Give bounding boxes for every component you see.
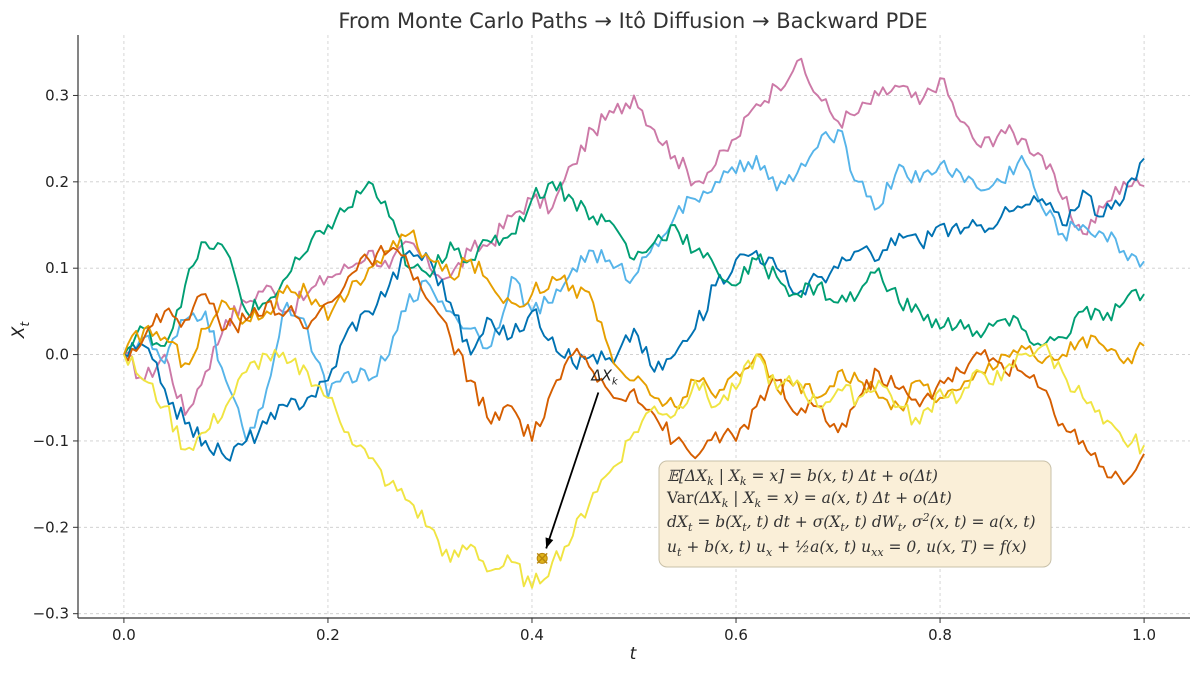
formula-line-2: Var(ΔXk | Xk = x) = a(x, t) Δt + o(Δt) <box>666 489 952 510</box>
formula-box: 𝔼[ΔXk | Xk = x] = b(x, t) Δt + o(Δt) Var… <box>658 460 1052 568</box>
x-axis-label: t <box>630 644 638 664</box>
series-line-6 <box>123 342 1145 589</box>
x-tick-label-5: 1.0 <box>1132 626 1156 644</box>
series-line-1 <box>123 129 1145 442</box>
x-tick-label-0: 0.0 <box>112 626 136 644</box>
series-line-2 <box>123 157 1145 462</box>
annotation-label: ΔXk <box>590 366 619 387</box>
series-layer <box>123 57 1145 589</box>
x-tick-label-2: 0.4 <box>520 626 544 644</box>
annotation-arrow-line <box>545 392 600 549</box>
y-tick-label-4: 0.1 <box>45 259 69 277</box>
series-line-5 <box>123 244 1145 486</box>
ticks: 0.0 0.2 0.4 0.6 0.8 1.0 −0.3 −0.2 −0.1 0.0 0.1 0.2 0… <box>33 86 1156 644</box>
chart-title: From Monte Carlo Paths → Itô Diffusion →… <box>338 9 927 33</box>
y-tick-label-5: 0.2 <box>45 173 69 191</box>
y-tick-label-6: 0.3 <box>45 86 69 104</box>
formula-line-4: ut + b(x, t) ux + ½a(x, t) uxx = 0, u(x,… <box>667 538 1027 559</box>
formula-line-1: 𝔼[ΔXk | Xk = x] = b(x, t) Δt + o(Δt) <box>667 467 938 488</box>
y-tick-label-3: 0.0 <box>45 346 69 364</box>
axes <box>77 35 1190 619</box>
series-line-4 <box>123 229 1145 412</box>
x-tick-label-1: 0.2 <box>316 626 340 644</box>
annotation-arrow-head <box>545 537 554 549</box>
x-tick-label-3: 0.6 <box>724 626 748 644</box>
y-tick-label-0: −0.3 <box>33 605 69 623</box>
annotation-marker-x2 <box>536 552 548 564</box>
delta-annotation: ΔXk <box>536 366 619 564</box>
x-tick-label-4: 0.8 <box>928 626 952 644</box>
formula-box-background <box>658 460 1052 568</box>
formula-line-3: dXt = b(Xt, t) dt + σ(Xt, t) dWt, σ2(x, … <box>667 511 1036 534</box>
series-line-3 <box>123 180 1145 356</box>
y-tick-label-2: −0.1 <box>33 432 69 450</box>
y-tick-label-1: −0.2 <box>33 518 69 536</box>
